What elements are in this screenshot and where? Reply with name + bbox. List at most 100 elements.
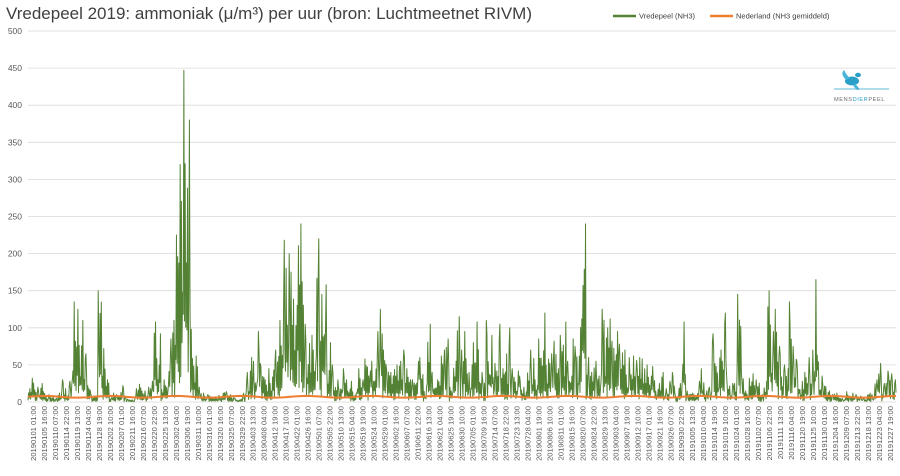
x-tick-label: 20191209 07:00 (842, 406, 851, 461)
x-tick-label: 20190422 01:00 (293, 406, 302, 461)
x-tick-label: 20190524 10:00 (370, 406, 379, 461)
y-tick-label: 350 (8, 137, 22, 147)
x-tick-label: 20191130 01:00 (820, 406, 829, 460)
x-tick-label: 20190921 16:00 (655, 406, 664, 461)
gridlines (28, 30, 896, 403)
x-tick-label: 20190824 22:00 (589, 406, 598, 461)
y-tick-label: 100 (8, 323, 22, 333)
x-tick-label: 20191005 13:00 (688, 406, 697, 461)
x-tick-label: 20191102 07:00 (754, 406, 763, 460)
x-tick-label: 20190417 10:00 (282, 406, 291, 461)
x-tick-label: 20190714 07:00 (490, 406, 499, 461)
x-tick-label: 20190917 01:00 (644, 406, 653, 461)
x-tick-label: 20191028 16:00 (743, 406, 752, 461)
x-tick-label: 20190811 01:00 (556, 406, 565, 460)
x-tick-label: 20190728 04:00 (523, 406, 532, 461)
x-tick-label: 20191227 19:00 (886, 406, 895, 461)
x-tick-label: 20190320 16:00 (216, 406, 225, 461)
y-tick-label: 500 (8, 26, 22, 36)
logo-text-mens: MENS (834, 97, 853, 103)
x-tick-label: 20190801 19:00 (534, 406, 543, 461)
x-tick-label: 20191204 16:00 (831, 406, 840, 461)
x-tick-label: 20190903 04:00 (611, 406, 620, 461)
x-tick-label: 20191014 19:00 (710, 406, 719, 461)
y-axis-ticks: 0 50 100 150 200 250 300 350 400 450 500 (8, 26, 22, 407)
x-tick-label: 20190723 13:00 (512, 406, 521, 461)
x-tick-label: 20190529 01:00 (381, 406, 390, 461)
x-tick-label: 20190316 01:00 (205, 406, 214, 461)
legend-label-nederland: Nederland (NH3 gemiddeld) (736, 12, 830, 21)
x-tick-label: 20190806 10:00 (545, 406, 554, 461)
x-tick-label: 20190403 13:00 (249, 406, 258, 461)
x-tick-label: 20191125 10:00 (809, 406, 818, 460)
x-tick-label: 20190709 16:00 (479, 406, 488, 461)
x-tick-label: 20191010 04:00 (699, 406, 708, 461)
x-tick-label: 20190621 04:00 (436, 406, 445, 461)
y-tick-label: 50 (13, 360, 23, 370)
x-tick-label: 20190912 10:00 (633, 406, 642, 461)
x-tick-label: 20190124 04:00 (84, 406, 93, 461)
x-tick-label: 20190225 13:00 (161, 406, 170, 461)
x-tick-label: 20190105 16:00 (40, 406, 49, 461)
x-tick-label: 20190930 22:00 (677, 406, 686, 461)
x-tick-label: 20190110 07:00 (51, 406, 60, 460)
x-tick-label: 20190311 10:00 (194, 406, 203, 460)
x-tick-label: 20190705 01:00 (468, 406, 477, 461)
x-tick-label: 20190412 19:00 (271, 406, 280, 461)
x-tick-label: 20190128 19:00 (95, 406, 104, 461)
x-tick-label: 20191019 10:00 (721, 406, 730, 461)
chart-title: Vredepeel 2019: ammoniak (μ/m³) per uur … (6, 4, 532, 23)
x-tick-label: 20191111 13:00 (776, 406, 785, 459)
x-tick-label: 20191024 01:00 (732, 406, 741, 461)
x-tick-label: 20190829 13:00 (600, 406, 609, 461)
y-tick-label: 250 (8, 212, 22, 222)
series-line-nederland (27, 394, 897, 399)
x-tick-label: 20190408 04:00 (260, 406, 269, 461)
x-tick-label: 20190302 04:00 (172, 406, 181, 461)
x-tick-label: 20190220 22:00 (150, 406, 159, 461)
x-tick-label: 20191218 13:00 (864, 406, 873, 461)
x-tick-label: 20190907 19:00 (622, 406, 631, 461)
x-tick-label: 20190101 01:00 (29, 406, 38, 461)
logo-text-peel: PEEL (868, 97, 885, 103)
y-tick-label: 300 (8, 174, 22, 184)
series-line-vredepeel (27, 69, 897, 403)
x-tick-label: 20190718 22:00 (501, 406, 510, 461)
legend: Vredepeel (NH3) Nederland (NH3 gemiddeld… (613, 12, 830, 21)
svg-text:MENSDIERPEEL: MENSDIERPEEL (834, 97, 885, 103)
x-tick-label: 20190602 16:00 (392, 406, 401, 461)
x-tick-label: 20191116 04:00 (787, 406, 796, 460)
x-tick-label: 20190510 13:00 (337, 406, 346, 461)
series-layer (27, 69, 897, 403)
x-axis-ticks: 20190101 01:00 20190105 16:00 20190110 07:… (29, 406, 895, 461)
x-tick-label: 20190325 07:00 (227, 406, 236, 461)
y-tick-label: 150 (8, 286, 22, 296)
x-tick-label: 20190216 07:00 (139, 406, 148, 461)
x-tick-label: 20191223 04:00 (875, 406, 884, 461)
x-tick-label: 20190625 19:00 (447, 406, 456, 461)
x-tick-label: 20190607 07:00 (403, 406, 412, 461)
x-tick-label: 20190501 07:00 (315, 406, 324, 461)
y-tick-label: 450 (8, 63, 22, 73)
x-tick-label: 20190114 22:00 (62, 406, 71, 460)
x-tick-label: 20190211 16:00 (128, 406, 137, 460)
y-tick-label: 0 (17, 397, 22, 407)
x-tick-label: 20190616 13:00 (425, 406, 434, 461)
x-tick-label: 20190306 19:00 (183, 406, 192, 461)
x-tick-label: 20190926 07:00 (666, 406, 675, 461)
y-tick-label: 400 (8, 100, 22, 110)
x-tick-label: 20191213 22:00 (853, 406, 862, 461)
x-tick-label: 20190202 10:00 (106, 406, 115, 461)
x-tick-label: 20191106 22:00 (765, 406, 774, 460)
x-tick-label: 20190207 01:00 (117, 406, 126, 461)
logo-text-dier: DIER (853, 97, 869, 103)
x-tick-label: 20190820 07:00 (578, 406, 587, 461)
x-tick-label: 20190630 10:00 (458, 406, 467, 461)
x-tick-label: 20190519 19:00 (359, 406, 368, 461)
x-tick-label: 20190329 22:00 (238, 406, 247, 461)
x-tick-label: 20190505 22:00 (326, 406, 335, 461)
x-tick-label: 20191120 19:00 (798, 406, 807, 460)
y-tick-label: 200 (8, 249, 22, 259)
